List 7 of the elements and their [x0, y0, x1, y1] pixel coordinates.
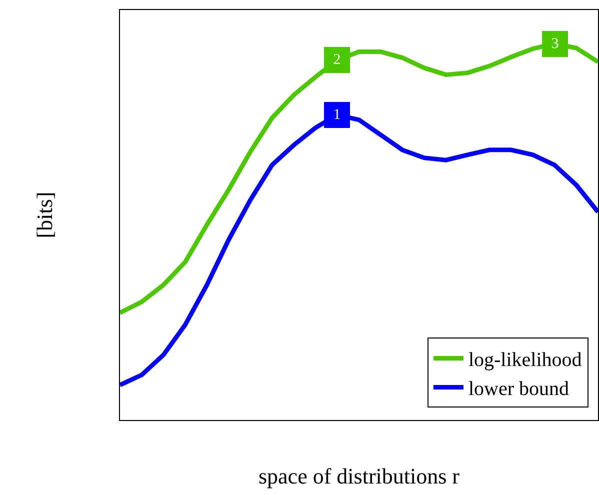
- annotation: 2: [333, 52, 341, 68]
- x-axis-title: space of distributions r: [258, 463, 460, 488]
- y-axis-title: [bits]: [32, 192, 57, 238]
- annotation: 3: [551, 36, 559, 52]
- annotation: 1: [333, 107, 341, 123]
- legend-label: log-likelihood: [468, 349, 582, 371]
- legend-label: lower bound: [468, 378, 569, 400]
